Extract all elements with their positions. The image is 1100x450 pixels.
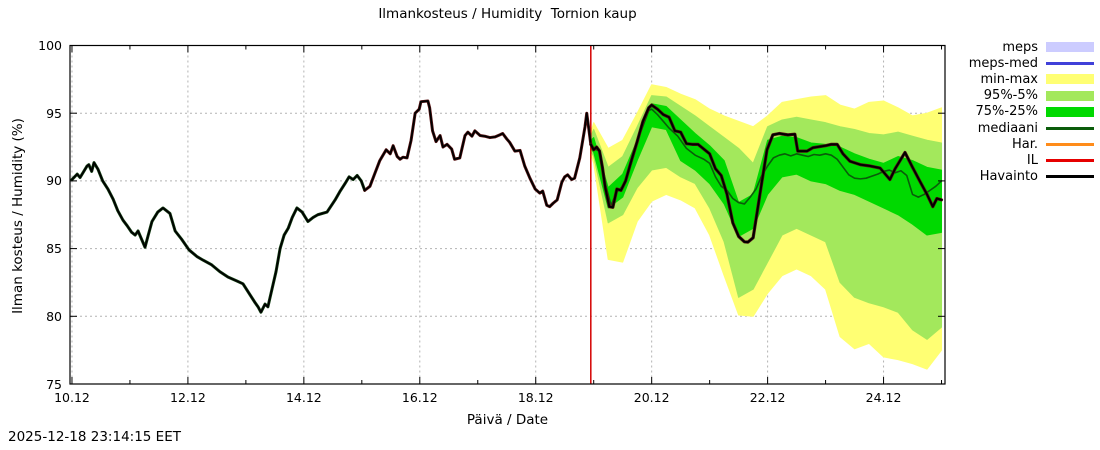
- legend-item: meps: [946, 39, 1094, 55]
- y-tick-label: 85: [46, 241, 62, 257]
- legend-swatch: [1046, 142, 1094, 146]
- legend-label: mediaani: [977, 120, 1038, 136]
- legend-label: meps-med: [968, 55, 1038, 71]
- havainto-line: [363, 100, 592, 208]
- legend: meps meps-med min-max 95%-5% 75%-25% mediaani…: [946, 39, 1094, 185]
- y-tick-label: 75: [46, 376, 62, 392]
- plot-frame: [69, 44, 946, 385]
- x-tick-label: 18.12: [517, 390, 554, 405]
- legend-label: 75%-25%: [975, 104, 1038, 120]
- x-axis-title: Päivä / Date: [466, 412, 549, 428]
- x-tick-label: 12.12: [170, 390, 206, 405]
- legend-label: IL: [1026, 152, 1038, 168]
- legend-swatch: [1046, 74, 1094, 85]
- x-tick-label: 22.12: [749, 390, 786, 405]
- legend-line-swatch: [1046, 142, 1094, 146]
- legend-item: 95%-5%: [946, 88, 1094, 104]
- x-tick-label: 20.12: [633, 390, 670, 405]
- legend-item: Har.: [946, 136, 1094, 152]
- legend-swatch: [1046, 106, 1094, 117]
- x-tick-label: 24.12: [865, 390, 902, 405]
- y-tick-label: 95: [46, 105, 62, 121]
- legend-swatch: [1046, 90, 1094, 101]
- legend-band-swatch: [1046, 74, 1094, 85]
- legend-item: min-max: [946, 71, 1094, 87]
- mediaani-line: [590, 108, 943, 207]
- y-axis-title: Ilman kosteus / Humidity (%): [10, 118, 26, 314]
- legend-swatch: [1046, 175, 1094, 179]
- y-tick-label: 80: [46, 308, 62, 324]
- x-tick-label: 16.12: [401, 390, 438, 405]
- legend-swatch: [1046, 42, 1094, 53]
- legend-band-swatch: [1046, 106, 1094, 117]
- legend-line-swatch: [1046, 61, 1094, 65]
- x-tick-label: 14.12: [285, 390, 322, 405]
- legend-label: meps: [1002, 39, 1038, 55]
- legend-item: meps-med: [946, 55, 1094, 71]
- havainto-fringe: [70, 161, 367, 314]
- legend-item: mediaani: [946, 120, 1094, 136]
- y-tick-label: 100: [38, 38, 62, 53]
- legend-label: min-max: [980, 71, 1038, 87]
- legend-item: Havainto: [946, 169, 1094, 185]
- legend-label: 95%-5%: [983, 88, 1038, 104]
- legend-swatch: [1046, 61, 1094, 65]
- legend-swatch: [1046, 158, 1094, 162]
- havainto-fringe: [363, 99, 593, 209]
- timestamp: 2025-12-18 23:14:15 EET: [8, 429, 181, 445]
- legend-label: Havainto: [979, 169, 1038, 185]
- chart-title: Ilmankosteus / Humidity Tornion kaup: [378, 6, 637, 22]
- y-tick-label: 90: [46, 173, 62, 189]
- legend-line-swatch: [1046, 158, 1094, 162]
- legend-swatch: [1046, 126, 1094, 130]
- il-line: [589, 104, 943, 244]
- legend-band-swatch: [1046, 42, 1094, 53]
- legend-line-swatch: [1046, 126, 1094, 130]
- legend-line-swatch: [1046, 175, 1094, 179]
- legend-item: 75%-25%: [946, 104, 1094, 120]
- x-tick-label: 10.12: [54, 390, 90, 405]
- legend-band-swatch: [1046, 90, 1094, 101]
- havainto-line: [71, 161, 366, 314]
- legend-label: Har.: [1011, 136, 1038, 152]
- legend-item: IL: [946, 152, 1094, 168]
